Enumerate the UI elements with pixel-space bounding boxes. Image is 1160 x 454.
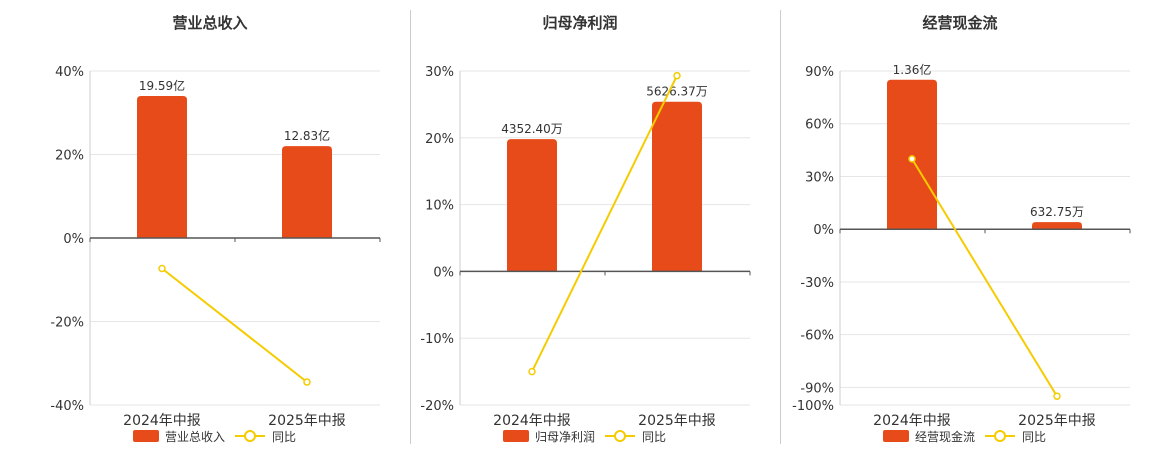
y-tick-label: 20% [425,132,454,147]
chart-svg: 90% 60% 30% 0% -30% -60% -90% -100% 1.36亿 632.75万… [792,62,1131,444]
bar-swatch-icon [133,430,159,442]
legend-label: 归母净利润 [535,430,595,444]
y-tick-label: 20% [55,149,84,164]
y-tick-label: 0% [63,232,84,247]
y-tick-label: 0% [813,223,834,238]
chart-svg: 40% 20% 0% -20% -40% 19.59亿 12.83亿 2024年中报 2025年… [50,65,381,444]
chart-svg: 30% 20% 10% 0% -10% -20% 4352.40万 5626.37万 2024年… [420,65,751,444]
legend-label: 营业总收入 [165,430,225,444]
chart-title: 营业总收入 [172,14,248,32]
y-tick-label: -20% [50,316,84,331]
y-tick-label: -30% [800,276,834,291]
y-tick-label: 0% [433,265,454,280]
chart-title: 经营现金流 [922,14,998,32]
bar-value-label: 1.36亿 [893,62,932,77]
series-point [908,155,916,163]
y-tick-label: 10% [425,199,454,214]
y-tick-label: -20% [420,399,454,414]
chart-title: 归母净利润 [542,14,618,32]
y-tick-label: -40% [50,399,84,414]
bar-value-label: 12.83亿 [284,128,330,143]
series-point [303,378,311,386]
y-tick-label: 60% [805,118,834,133]
series-line [531,75,678,373]
bar [507,139,557,272]
x-tick-label: 2024年中报 [493,413,571,429]
bar [282,146,332,238]
bar-value-label: 19.59亿 [139,78,185,93]
bar [137,96,187,238]
chart-panel-cash-flow: 经营现金流 90% 60% 30% 0% -30% -60% -90% -100% 1.36亿 6… [775,0,1145,450]
bar [652,101,702,272]
bar-swatch-icon [503,430,529,442]
bar-swatch-icon [883,430,909,442]
y-tick-label: -100% [792,399,834,414]
bar-value-label: 4352.40万 [501,122,563,136]
panel-divider [780,10,781,444]
y-tick-label: 90% [805,65,834,80]
y-tick-label: 30% [425,65,454,80]
series-point [1053,392,1061,400]
bar-value-label: 5626.37万 [646,85,708,99]
x-tick-label: 2025年中报 [1018,413,1096,429]
y-tick-label: -90% [800,381,834,396]
chart-panel-revenue: 营业总收入 40% 20% 0% -20% -40% 19.59亿 12.83亿 2024年中… [25,0,395,450]
y-tick-label: 30% [805,170,834,185]
legend-label: 同比 [272,430,296,444]
x-tick-label: 2024年中报 [123,413,201,429]
x-tick-label: 2025年中报 [638,413,716,429]
series-line [911,158,1058,397]
legend-label: 同比 [1022,430,1046,444]
bar [1032,222,1082,230]
series-line [161,267,308,383]
y-tick-label: 40% [55,65,84,80]
bar-value-label: 632.75万 [1030,205,1084,219]
legend-label: 同比 [642,430,666,444]
series-point [673,71,681,80]
line-marker-icon [994,430,1006,442]
panel-divider [410,10,411,444]
y-tick-label: -60% [800,329,834,344]
line-marker-icon [614,430,626,442]
series-point [158,264,166,273]
x-tick-label: 2024年中报 [873,413,951,429]
series-point [528,367,536,376]
legend-label: 经营现金流 [915,429,975,444]
x-tick-label: 2025年中报 [268,413,346,429]
bar [887,79,937,230]
y-tick-label: -10% [420,332,454,347]
chart-panel-net-profit: 归母净利润 30% 20% 10% 0% -10% -20% 4352.40万 5626.37… [395,0,765,450]
line-marker-icon [244,430,256,442]
